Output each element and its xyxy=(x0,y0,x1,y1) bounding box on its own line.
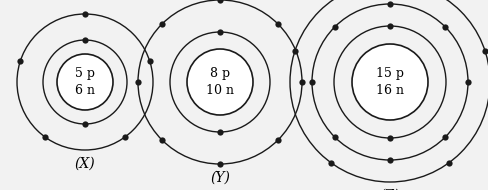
Text: 8 p
10 n: 8 p 10 n xyxy=(206,67,234,97)
Ellipse shape xyxy=(352,44,428,120)
Text: 5 p
6 n: 5 p 6 n xyxy=(75,67,95,97)
Text: 15 p
16 n: 15 p 16 n xyxy=(376,67,404,97)
Ellipse shape xyxy=(187,49,253,115)
Text: (Y): (Y) xyxy=(210,171,230,185)
Text: (X): (X) xyxy=(75,157,95,171)
Text: (Z): (Z) xyxy=(380,189,400,190)
Ellipse shape xyxy=(57,54,113,110)
